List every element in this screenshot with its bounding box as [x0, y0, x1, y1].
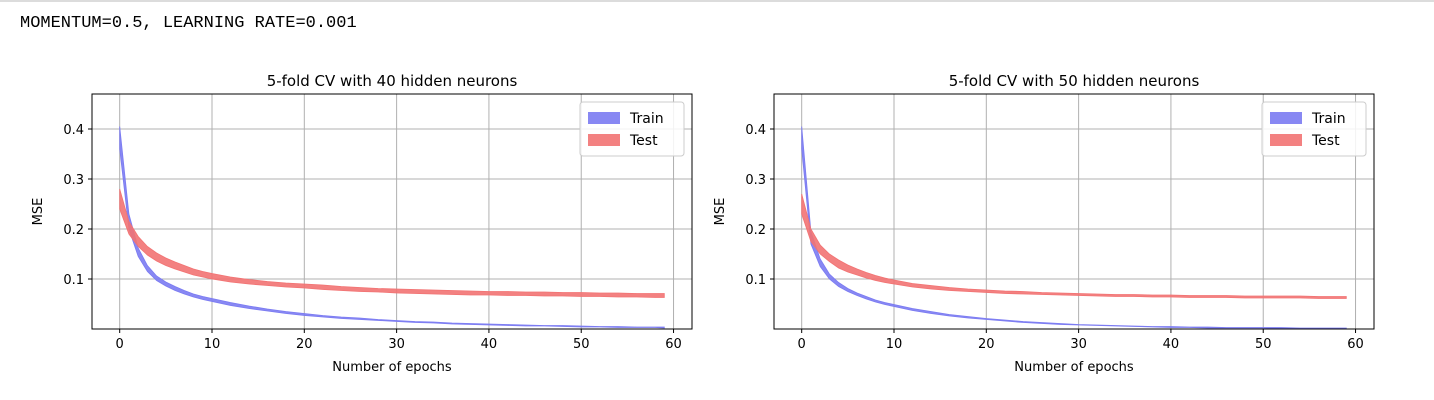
series-band-train — [119, 126, 665, 329]
x-tick-label: 20 — [296, 337, 313, 352]
x-tick-label: 10 — [204, 337, 221, 352]
chart-0: 0 10 20 30 40 50 60 0.1 0.2 0.3 0.4 5-fold CV with … — [31, 72, 693, 375]
x-tick-label: 60 — [665, 337, 682, 352]
legend: Train Test — [1261, 101, 1367, 157]
y-tick-label: 0.3 — [63, 173, 84, 188]
chart-1: 0 10 20 30 40 50 60 0.1 0.2 0.3 0.4 5-fold CV with … — [713, 72, 1375, 375]
x-tick-label: 60 — [1347, 337, 1364, 352]
x-tick-label: 50 — [573, 337, 590, 352]
legend: Train Test — [579, 101, 685, 157]
legend-swatch-train — [1270, 112, 1302, 124]
series-band-test — [801, 193, 1347, 299]
chart-title: 5-fold CV with 50 hidden neurons — [949, 72, 1200, 90]
y-tick-label: 0.2 — [745, 223, 766, 238]
x-tick-label: 10 — [886, 337, 903, 352]
x-tick-label: 40 — [1163, 337, 1180, 352]
legend-swatch-test — [1270, 134, 1302, 146]
y-axis-label: MSE — [713, 198, 728, 226]
x-tick-label: 0 — [798, 337, 806, 352]
y-tick-label: 0.3 — [745, 173, 766, 188]
axes-frame — [91, 93, 693, 330]
cell-output-header: MOMENTUM=0.5, LEARNING RATE=0.001 — [20, 14, 357, 33]
x-tick-label: 20 — [978, 337, 995, 352]
x-tick-label: 30 — [388, 337, 405, 352]
y-tick-label: 0.1 — [63, 273, 84, 288]
legend-swatch-train — [588, 112, 620, 124]
x-axis-label: Number of epochs — [1014, 360, 1134, 375]
top-divider — [0, 0, 1434, 2]
legend-swatch-test — [588, 134, 620, 146]
legend-label-train: Train — [1311, 111, 1346, 127]
axes-frame — [773, 93, 1375, 330]
y-tick-label: 0.1 — [745, 273, 766, 288]
x-tick-label: 50 — [1255, 337, 1272, 352]
legend-label-test: Test — [1311, 133, 1340, 149]
x-axis-label: Number of epochs — [332, 360, 452, 375]
x-tick-label: 40 — [481, 337, 498, 352]
y-tick-label: 0.4 — [745, 123, 766, 138]
y-tick-label: 0.2 — [63, 223, 84, 238]
chart-title: 5-fold CV with 40 hidden neurons — [267, 72, 518, 90]
x-tick-label: 30 — [1070, 337, 1087, 352]
x-tick-label: 0 — [116, 337, 124, 352]
y-axis-label: MSE — [31, 198, 46, 226]
series-band-test — [119, 188, 665, 298]
legend-label-train: Train — [629, 111, 664, 127]
y-tick-label: 0.4 — [63, 123, 84, 138]
legend-label-test: Test — [629, 133, 658, 149]
